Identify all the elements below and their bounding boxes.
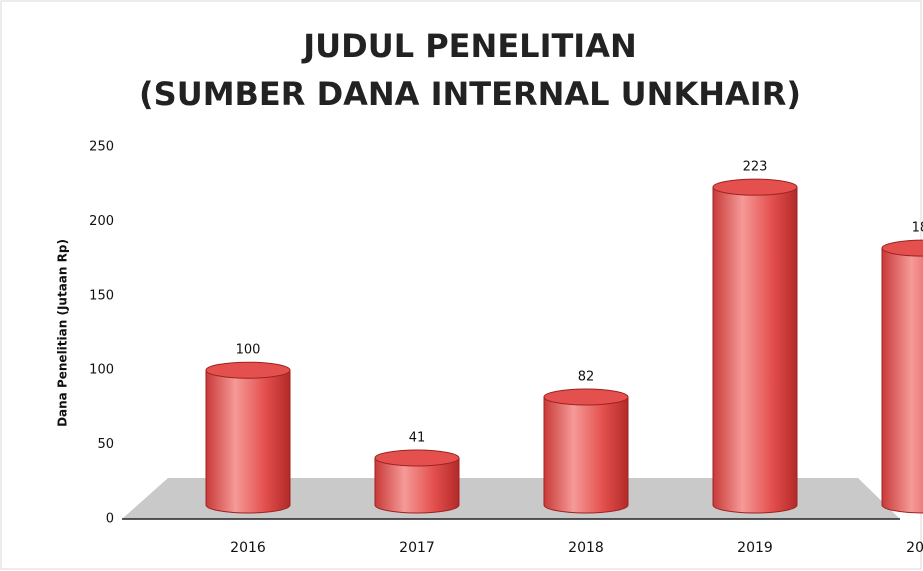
x-tick-label: 2020 [906,540,923,556]
x-tick-label: 2016 [230,540,266,556]
y-tick-label: 100 [89,363,114,378]
y-tick-label: 50 [97,437,114,452]
x-tick-label: 2018 [568,540,604,556]
data-label: 82 [578,369,595,384]
data-label: 182 [912,221,923,236]
y-tick-label: 250 [89,140,114,155]
bar [205,369,291,514]
bar [712,186,798,514]
bar-top [374,449,460,467]
y-tick-label: 150 [89,288,114,303]
y-tick-label: 0 [106,512,114,527]
bar [881,247,923,514]
bar-top [881,239,923,257]
data-label: 100 [236,343,261,358]
floor [122,478,900,519]
bar-top [543,388,629,406]
data-label: 41 [409,430,426,445]
x-tick-label: 2019 [737,540,773,556]
y-tick-label: 200 [89,214,114,229]
x-tick-label: 2017 [399,540,435,556]
data-label: 223 [743,160,768,175]
chart-title: JUDUL PENELITIAN [301,27,637,65]
chart-subtitle: (SUMBER DANA INTERNAL UNKHAIR) [139,75,801,113]
y-axis-label: Dana Penelitian (Jutaan Rp) [56,239,70,427]
bar-top [712,178,798,196]
bar [543,396,629,514]
bar [374,457,460,514]
bar-top [205,361,291,379]
